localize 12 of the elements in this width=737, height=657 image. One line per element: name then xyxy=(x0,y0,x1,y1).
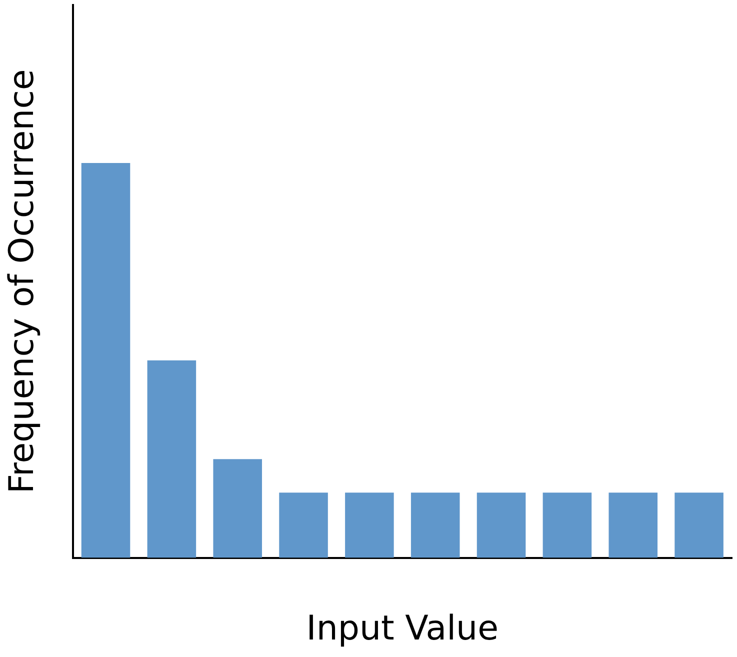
bar xyxy=(279,492,328,558)
bar xyxy=(674,492,724,558)
bar xyxy=(213,459,262,558)
y-axis-title: Frequency of Occurrence xyxy=(2,69,42,494)
bar xyxy=(345,492,394,558)
bar xyxy=(410,492,460,558)
bar xyxy=(81,162,130,558)
bar xyxy=(476,492,526,558)
bar xyxy=(608,492,658,558)
bar xyxy=(542,492,592,558)
x-axis-title: Input Value xyxy=(306,608,499,648)
bar xyxy=(147,360,196,558)
